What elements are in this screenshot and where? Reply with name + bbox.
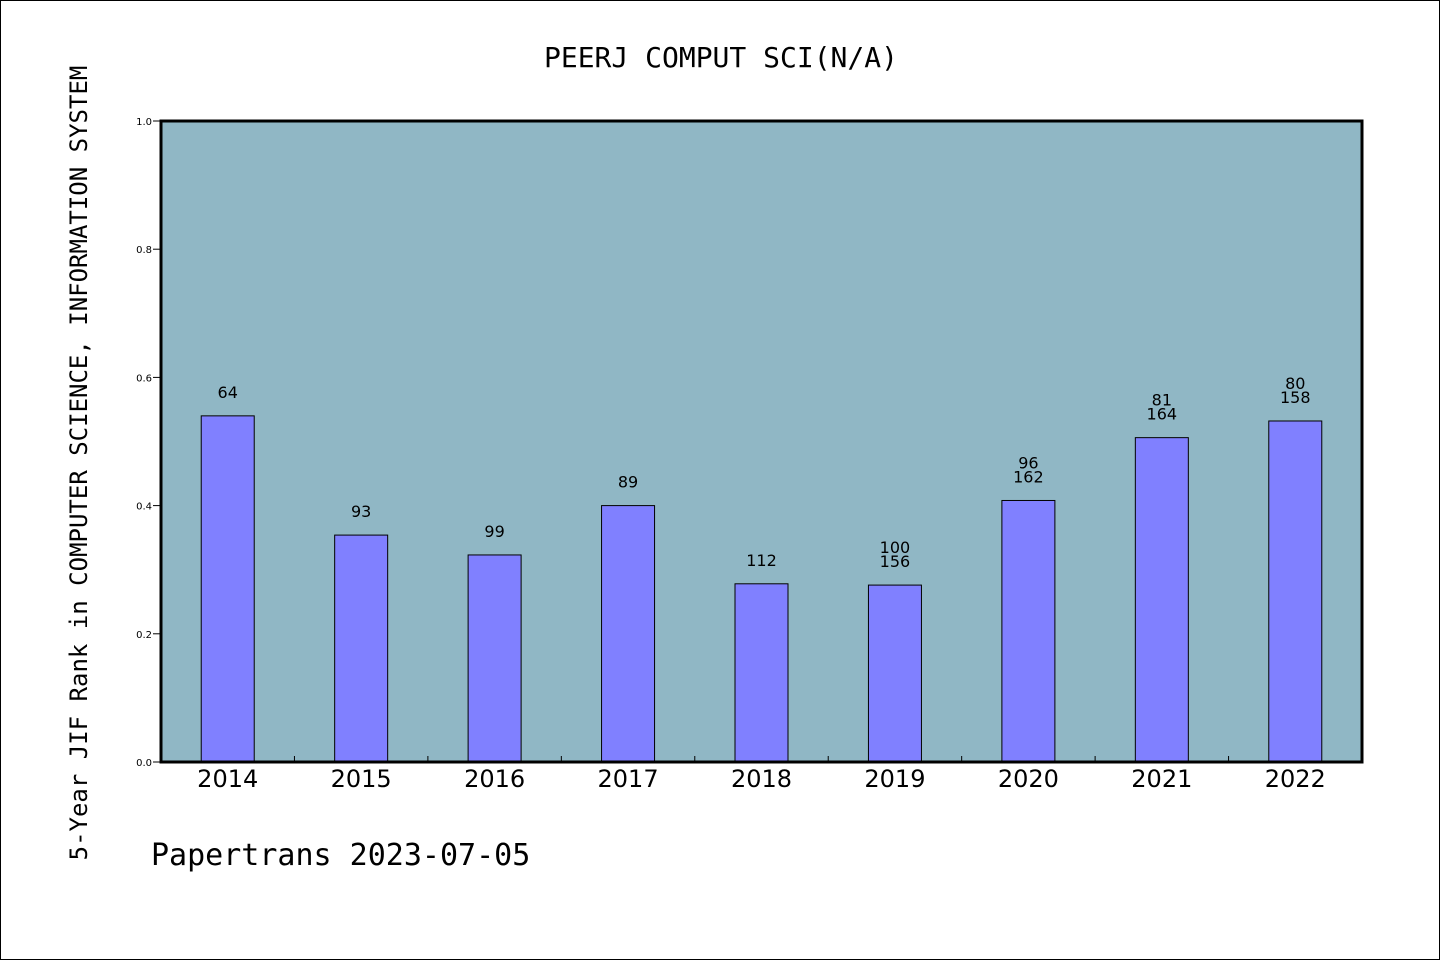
x-tick-label: 2016 (464, 765, 525, 793)
x-tick-label: 2022 (1265, 765, 1326, 793)
bars-layer (200, 415, 1323, 763)
bar (734, 583, 789, 763)
footer-text: Papertrans 2023-07-05 (151, 838, 530, 873)
x-tick-label: 2021 (1131, 765, 1192, 793)
y-axis-label: 5-Year JIF Rank in COMPUTER SCIENCE, INF… (65, 66, 93, 861)
y-tick-label: 0.2 (136, 630, 152, 641)
bar-data-label: 96 (1018, 453, 1038, 472)
bar (867, 584, 922, 763)
y-tick-label: 1.0 (136, 117, 152, 128)
bar-data-label: 112 (746, 551, 777, 570)
x-tick-label: 2019 (864, 765, 925, 793)
x-tick-label: 2020 (998, 765, 1059, 793)
bar-data-label: 156 (880, 552, 911, 571)
bar-data-label: 162 (1013, 467, 1044, 486)
bar (1268, 420, 1323, 763)
bar (601, 505, 656, 763)
bar-data-label: 93 (351, 502, 371, 521)
x-tick-label: 2015 (331, 765, 392, 793)
bar-data-label: 64 (218, 383, 238, 402)
x-tick-label: 2017 (598, 765, 659, 793)
bar (1001, 499, 1056, 763)
bar-data-label: 164 (1147, 405, 1178, 424)
y-tick-label: 0.6 (136, 373, 152, 384)
ticks-layer: 0.0 0.2 0.4 0.6 0.8 1.0 2014 2015 2016 2017 2018 20… (136, 117, 1326, 793)
y-tick-label: 0.8 (136, 245, 152, 256)
bar-data-label: 81 (1152, 391, 1172, 410)
y-tick-label: 0.0 (136, 758, 152, 769)
y-tick-label: 0.4 (136, 502, 152, 513)
bar-data-label: 99 (484, 522, 504, 541)
bar (467, 554, 522, 763)
bar-data-label: 89 (618, 473, 638, 492)
bar-data-label: 158 (1280, 388, 1311, 407)
x-tick-label: 2018 (731, 765, 792, 793)
bar (200, 415, 255, 763)
bar (334, 534, 389, 763)
plot-frame (159, 119, 1364, 764)
bar-data-label: 100 (880, 538, 911, 557)
x-tick-label: 2014 (197, 765, 258, 793)
bar-data-label: 80 (1285, 374, 1305, 393)
bar (1134, 437, 1189, 763)
chart-title: PEERJ COMPUT SCI(N/A) (544, 41, 898, 74)
